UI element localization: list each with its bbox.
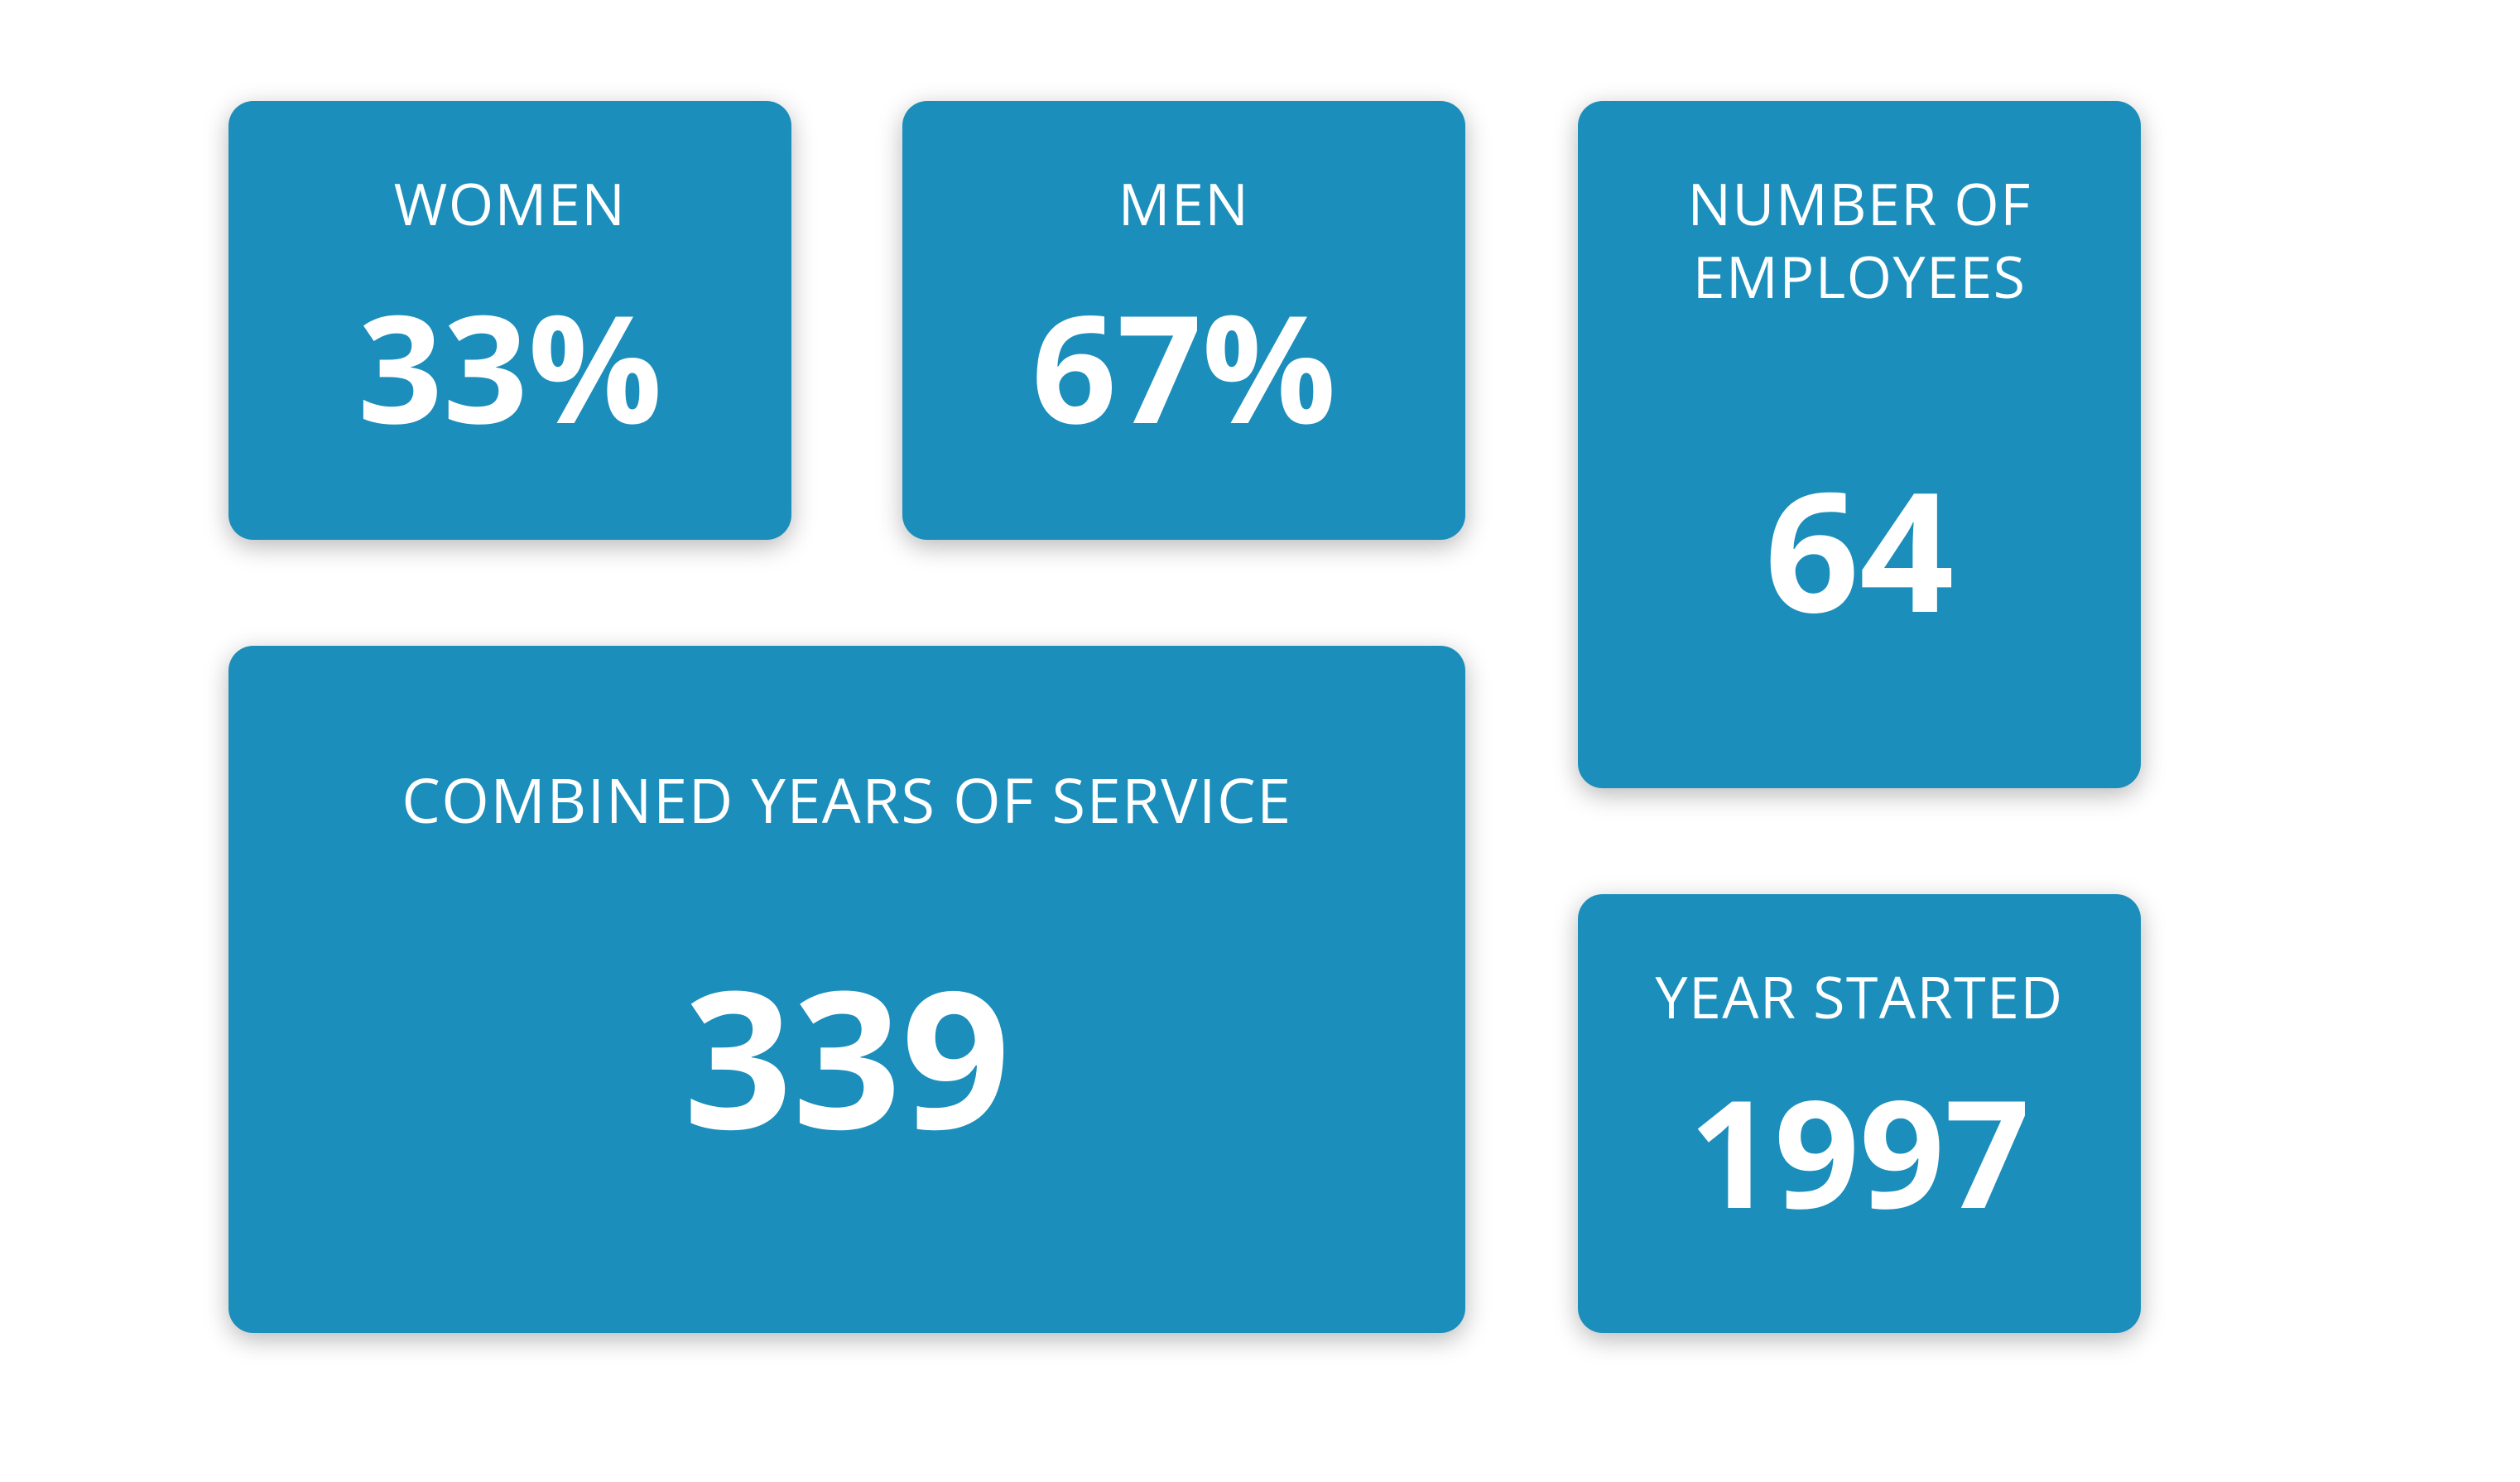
stat-card-year-started: YEAR STARTED 1997 [1578,894,2141,1333]
stat-value-employees: 64 [1578,465,2141,631]
stat-label-service: COMBINED YEARS OF SERVICE [228,762,1465,839]
stat-value-service: 339 [228,960,1465,1151]
stat-card-service: COMBINED YEARS OF SERVICE 339 [228,646,1465,1333]
stat-value-year-started: 1997 [1578,1076,2141,1225]
stat-value-men: 67% [902,291,1465,440]
stat-label-employees: NUMBER OF EMPLOYEES [1578,167,2141,312]
stat-card-women: WOMEN 33% [228,101,791,540]
stat-value-women: 33% [228,291,791,440]
stats-canvas: WOMEN 33% MEN 67% NUMBER OF EMPLOYEES 64… [0,0,2520,1482]
stat-card-men: MEN 67% [902,101,1465,540]
stat-card-employees: NUMBER OF EMPLOYEES 64 [1578,101,2141,788]
stat-label-men: MEN [902,167,1465,240]
stat-label-women: WOMEN [228,167,791,240]
stat-label-year-started: YEAR STARTED [1578,960,2141,1033]
